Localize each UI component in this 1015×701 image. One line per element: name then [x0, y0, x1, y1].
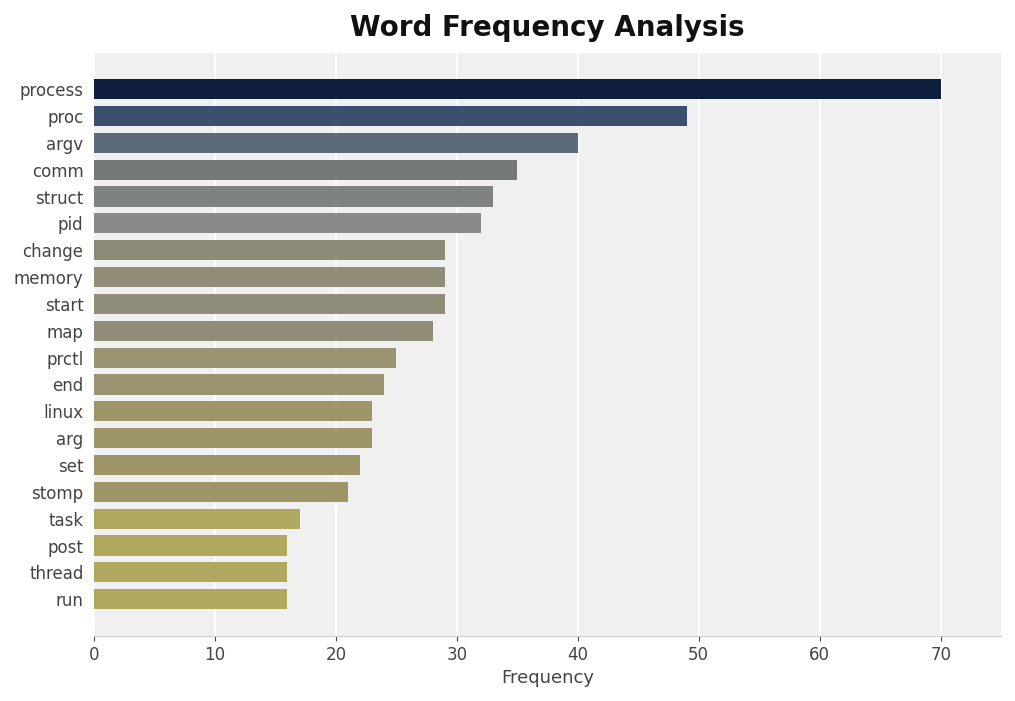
Bar [94, 294, 445, 314]
Bar [94, 79, 941, 100]
Bar [94, 589, 287, 609]
X-axis label: Frequency: Frequency [501, 669, 594, 687]
Bar [94, 132, 578, 153]
Bar [94, 401, 373, 421]
Bar [94, 320, 432, 341]
Bar [94, 213, 481, 233]
Bar [94, 455, 360, 475]
Bar [94, 562, 287, 583]
Bar [94, 240, 445, 260]
Bar [94, 267, 445, 287]
Bar [94, 509, 299, 529]
Bar [94, 186, 493, 207]
Bar [94, 428, 373, 448]
Bar [94, 348, 396, 368]
Bar [94, 160, 518, 179]
Bar [94, 536, 287, 556]
Bar [94, 374, 385, 395]
Bar [94, 106, 686, 126]
Title: Word Frequency Analysis: Word Frequency Analysis [350, 14, 745, 42]
Bar [94, 482, 348, 502]
